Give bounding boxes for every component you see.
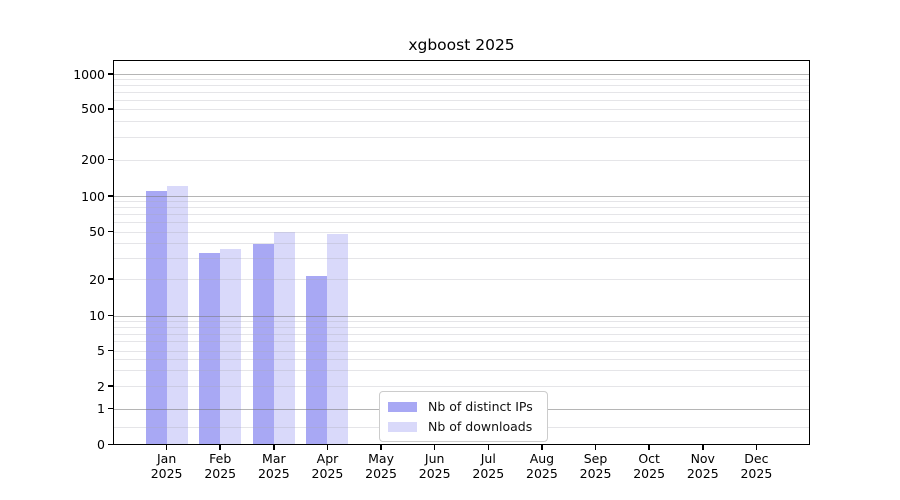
- y-tick-mark-100: [108, 195, 113, 197]
- legend-item-downloads: Nb of downloads: [388, 419, 538, 434]
- bar-downloads-jan: [166, 185, 188, 445]
- y-tick-mark-1: [108, 407, 113, 410]
- y-tick-mark-2: [108, 385, 113, 387]
- gridline-2: [113, 386, 810, 387]
- bars-layer: [113, 60, 810, 445]
- x-tick-mark-jul: [487, 444, 490, 450]
- gridline-200: [113, 159, 810, 161]
- y-tick-mark-500: [108, 108, 113, 110]
- x-tick-label-jun: Jun 2025: [418, 450, 451, 482]
- bar-downloads-mar: [273, 231, 295, 445]
- y-tick-label-1000: 1000: [73, 66, 105, 82]
- bar-distinct-ips-feb: [199, 253, 221, 445]
- x-tick-mark-may: [380, 444, 382, 450]
- gridline-800: [113, 85, 810, 87]
- bar-downloads-apr: [327, 233, 349, 445]
- bar-distinct-ips-mar: [252, 244, 274, 445]
- x-tick-mark-mar: [273, 444, 275, 450]
- y-tick-label-50: 50: [89, 224, 105, 239]
- x-tick-mark-feb: [219, 444, 221, 450]
- x-tick-label-mar: Mar 2025: [257, 450, 290, 482]
- x-tick-mark-nov: [702, 444, 704, 450]
- gridline-3: [113, 370, 810, 372]
- legend-item-distinct-ips: Nb of distinct IPs: [388, 399, 538, 414]
- x-tick-label-jul: Jul 2025: [472, 450, 505, 482]
- x-tick-mark-jan: [165, 444, 168, 450]
- gridline-6: [113, 341, 810, 343]
- gridline-20: [113, 279, 810, 280]
- gridline-60: [113, 222, 810, 224]
- legend-swatch-distinct-ips-icon: [388, 401, 417, 412]
- legend-label-distinct-ips: Nb of distinct IPs: [428, 399, 533, 414]
- gridline-70: [113, 214, 810, 216]
- x-tick-mark-oct: [648, 444, 650, 450]
- x-tick-mark-jun: [433, 444, 436, 450]
- y-tick-label-2: 2: [97, 378, 105, 394]
- y-tick-mark-1000: [108, 73, 113, 75]
- gridline-700: [113, 91, 810, 93]
- y-tick-label-20: 20: [89, 271, 105, 287]
- x-tick-label-may: May 2025: [365, 450, 397, 482]
- y-tick-mark-200: [108, 158, 113, 161]
- y-tick-mark-20: [108, 278, 113, 280]
- x-tick-label-jan: Jan 2025: [150, 450, 183, 482]
- x-tick-label-nov: Nov 2025: [686, 450, 719, 482]
- gridline-900: [113, 79, 810, 81]
- gridline-10: [113, 315, 810, 317]
- x-tick-mark-aug: [541, 444, 543, 450]
- y-tick-label-10: 10: [89, 308, 105, 323]
- bar-distinct-ips-apr: [306, 276, 328, 445]
- bar-downloads-feb: [220, 248, 242, 445]
- legend-swatch-downloads-icon: [388, 421, 417, 432]
- gridline-40: [113, 243, 810, 245]
- gridline-300: [113, 137, 810, 139]
- gridline-9: [113, 320, 810, 322]
- gridline-400: [113, 121, 810, 123]
- legend: Nb of distinct IPs Nb of downloads: [379, 391, 548, 442]
- y-tick-mark-0: [108, 443, 113, 446]
- y-tick-label-500: 500: [81, 101, 105, 117]
- gridline-80: [113, 207, 810, 209]
- gridline-4: [113, 359, 810, 361]
- y-tick-mark-5: [108, 349, 113, 352]
- gridline-100: [113, 196, 810, 197]
- y-tick-label-1: 1: [97, 401, 105, 416]
- plot-area: Nb of distinct IPs Nb of downloads: [113, 60, 810, 445]
- y-tick-mark-50: [108, 230, 113, 233]
- y-tick-label-5: 5: [97, 343, 105, 358]
- y-tick-mark-10: [108, 314, 113, 317]
- x-tick-label-aug: Aug 2025: [526, 450, 558, 482]
- y-tick-label-100: 100: [81, 188, 105, 204]
- bar-distinct-ips-jan: [145, 190, 167, 445]
- gridlines-layer: [113, 60, 810, 445]
- gridline-500: [113, 108, 810, 110]
- gridline-7: [113, 333, 810, 335]
- x-tick-label-oct: Oct 2025: [633, 450, 666, 482]
- y-tick-label-0: 0: [97, 437, 105, 452]
- gridline-30: [113, 257, 810, 259]
- gridline-50: [113, 231, 810, 233]
- x-tick-mark-dec: [755, 444, 758, 450]
- gridline-90: [113, 201, 810, 203]
- chart-title: xgboost 2025: [408, 36, 515, 54]
- x-tick-mark-sep: [594, 444, 597, 450]
- gridline-5: [113, 350, 810, 352]
- x-tick-label-apr: Apr 2025: [311, 450, 344, 482]
- x-tick-label-sep: Sep 2025: [579, 450, 612, 482]
- legend-label-downloads: Nb of downloads: [428, 419, 533, 434]
- x-tick-label-feb: Feb 2025: [204, 450, 237, 482]
- x-tick-label-dec: Dec 2025: [740, 450, 773, 482]
- gridline-8: [113, 326, 810, 328]
- gridline-1000: [113, 74, 810, 75]
- y-tick-label-200: 200: [81, 152, 105, 167]
- x-tick-mark-apr: [326, 444, 329, 450]
- gridline-600: [113, 99, 810, 101]
